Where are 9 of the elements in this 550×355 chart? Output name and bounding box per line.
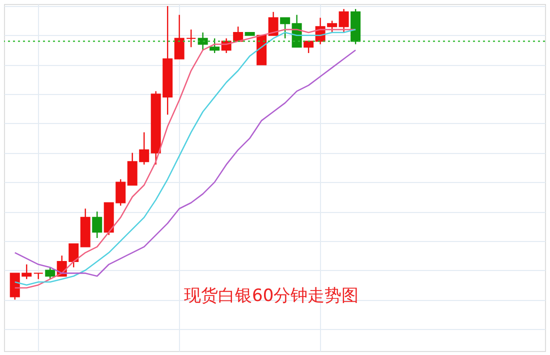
- candlestick: [268, 11, 278, 36]
- candlestick: [186, 28, 196, 48]
- candlestick: [210, 38, 220, 54]
- candlestick: [92, 210, 102, 239]
- candlestick: [45, 266, 56, 280]
- candlestick: [174, 14, 184, 60]
- candlestick: [280, 17, 290, 39]
- annotation: 现货白银60分钟走势图: [184, 286, 359, 306]
- candlestick: [338, 8, 349, 34]
